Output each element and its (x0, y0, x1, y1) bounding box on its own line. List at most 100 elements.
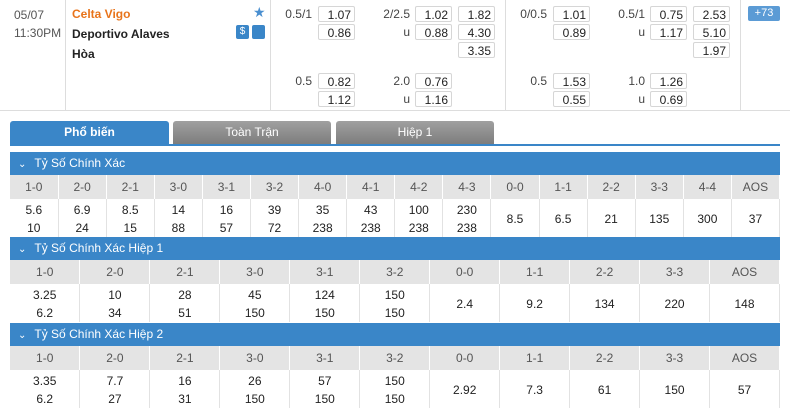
chart-icon[interactable] (252, 25, 265, 39)
odds-value[interactable]: 16 (178, 374, 192, 388)
odds-value[interactable]: 148 (734, 297, 755, 311)
odds-box[interactable]: 0.82 (318, 73, 355, 89)
odds-value[interactable]: 57 (737, 383, 752, 397)
odds-value[interactable]: 100 (408, 203, 429, 217)
odds-value[interactable]: 10 (108, 288, 122, 302)
odds-box[interactable]: 2.53 (693, 6, 730, 22)
odds-value[interactable]: 135 (649, 212, 670, 226)
odds-value[interactable]: 88 (171, 221, 185, 235)
odds-value[interactable]: 124 (314, 288, 335, 302)
odds-value[interactable]: 35 (315, 203, 330, 217)
odds-value[interactable]: 3.35 (33, 374, 57, 388)
score-cell: 16 31 (149, 370, 221, 408)
score-cell: 8.5 15 (106, 199, 155, 237)
odds-value[interactable]: 72 (267, 221, 282, 235)
odds-value[interactable]: 6.5 (554, 212, 572, 226)
section-bar[interactable]: ⌄ Tỷ Số Chính Xác Hiệp 1 (10, 237, 780, 260)
money-icon[interactable]: $ (236, 25, 249, 39)
odds-box[interactable]: 3.35 (458, 42, 495, 58)
home-team[interactable]: Celta Vigo (72, 7, 131, 21)
odds-value[interactable]: 6.9 (73, 203, 91, 217)
odds-value[interactable]: 43 (364, 203, 378, 217)
odds-value[interactable]: 2.4 (456, 297, 474, 311)
odds-value[interactable]: 57 (219, 221, 234, 235)
more-badge[interactable]: +73 (748, 6, 780, 21)
odds-value[interactable]: 220 (664, 297, 685, 311)
odds-value[interactable]: 24 (75, 221, 89, 235)
odds-box[interactable]: 1.01 (553, 6, 590, 22)
odds-value[interactable]: 51 (178, 306, 192, 320)
odds-value[interactable]: 34 (108, 306, 122, 320)
odds-value[interactable]: 8.5 (121, 203, 139, 217)
odds-value[interactable]: 238 (360, 221, 381, 235)
odds-value[interactable]: 150 (244, 392, 265, 406)
away-team[interactable]: Deportivo Alaves (72, 27, 170, 41)
odds-box[interactable]: 0.55 (553, 91, 590, 107)
odds-box[interactable]: 1.16 (415, 91, 452, 107)
odds-box[interactable]: 1.17 (650, 24, 687, 40)
odds-box[interactable]: 0.76 (415, 73, 452, 89)
odds-value[interactable]: 8.5 (506, 212, 524, 226)
odds-value[interactable]: 230 (456, 203, 477, 217)
odds-value[interactable]: 45 (248, 288, 262, 302)
score-header: 3-0 (219, 260, 291, 284)
odds-value[interactable]: 150 (384, 374, 405, 388)
odds-value[interactable]: 39 (267, 203, 282, 217)
star-icon[interactable]: ★ (253, 4, 266, 20)
odds-value[interactable]: 27 (108, 392, 122, 406)
odds-box[interactable]: 0.88 (415, 24, 452, 40)
odds-box[interactable]: 1.07 (318, 6, 355, 22)
odds-value[interactable]: 16 (219, 203, 234, 217)
odds-value[interactable]: 2.92 (453, 383, 477, 397)
odds-value[interactable]: 7.3 (526, 383, 543, 397)
odds-value[interactable]: 14 (171, 203, 185, 217)
section-bar[interactable]: ⌄ Tỷ Số Chính Xác (10, 152, 780, 175)
odds-value[interactable]: 28 (178, 288, 192, 302)
tab[interactable]: Hiệp 1 (336, 121, 494, 144)
odds-value[interactable]: 238 (408, 221, 429, 235)
odds-value[interactable]: 150 (314, 392, 335, 406)
odds-value[interactable]: 26 (248, 374, 262, 388)
odds-box[interactable]: 1.53 (553, 73, 590, 89)
odds-value[interactable]: 5.6 (25, 203, 43, 217)
odds-box[interactable]: 1.97 (693, 42, 730, 58)
odds-value[interactable]: 150 (244, 306, 265, 320)
odds-box[interactable]: 4.30 (458, 24, 495, 40)
odds-value[interactable]: 31 (178, 392, 192, 406)
odds-box[interactable]: 1.82 (458, 6, 495, 22)
odds-value[interactable]: 21 (604, 212, 618, 226)
odds-value[interactable]: 150 (314, 306, 335, 320)
tab[interactable]: Phổ biến (10, 121, 169, 144)
odds-box[interactable]: 0.69 (650, 91, 687, 107)
odds-value[interactable]: 15 (123, 221, 137, 235)
section-bar[interactable]: ⌄ Tỷ Số Chính Xác Hiệp 2 (10, 323, 780, 346)
odds-box[interactable]: 1.26 (650, 73, 687, 89)
score-header: 3-3 (635, 175, 684, 199)
odds-value[interactable]: 6.2 (36, 306, 54, 320)
odds-box[interactable]: 0.86 (318, 24, 355, 40)
odds-value[interactable]: 134 (594, 297, 615, 311)
odds-box[interactable]: 0.89 (553, 24, 590, 40)
tab[interactable]: Toàn Trận (173, 121, 331, 144)
odds-value[interactable]: 3.25 (33, 288, 57, 302)
odds-box[interactable]: 0.75 (650, 6, 687, 22)
odds-value[interactable]: 37 (748, 212, 763, 226)
odds-value[interactable]: 9.2 (526, 297, 543, 311)
odds-value[interactable]: 57 (318, 374, 332, 388)
odds-box[interactable]: 1.02 (415, 6, 452, 22)
odds-value[interactable]: 238 (456, 221, 477, 235)
odds-value[interactable]: 150 (384, 306, 405, 320)
odds-value[interactable]: 6.2 (36, 392, 54, 406)
odds-value[interactable]: 150 (384, 288, 405, 302)
odds-value[interactable]: 10 (27, 221, 41, 235)
caret: ⌄ (18, 244, 27, 255)
odds-value[interactable]: 238 (312, 221, 333, 235)
odds-value[interactable]: 150 (664, 383, 685, 397)
odds-value[interactable]: 7.7 (106, 374, 124, 388)
line-label: 0.5/1 (285, 7, 312, 21)
odds-value[interactable]: 61 (597, 383, 612, 397)
odds-box[interactable]: 5.10 (693, 24, 730, 40)
odds-value[interactable]: 150 (384, 392, 405, 406)
odds-value[interactable]: 300 (697, 212, 718, 226)
odds-box[interactable]: 1.12 (318, 91, 355, 107)
